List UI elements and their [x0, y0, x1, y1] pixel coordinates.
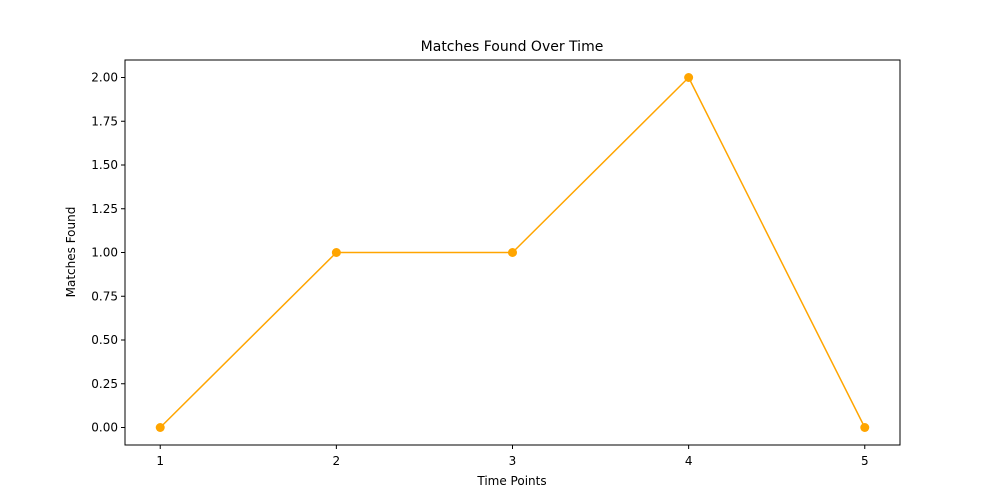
x-tick-label: 1	[156, 454, 164, 468]
x-axis-label: Time Points	[476, 474, 546, 488]
x-tick-label: 3	[509, 454, 517, 468]
data-point	[684, 73, 694, 82]
data-point	[508, 248, 517, 257]
y-tick-label: 0.75	[91, 289, 118, 303]
data-point	[860, 423, 870, 432]
y-tick-label: 2.00	[91, 71, 118, 85]
y-tick-label: 0.50	[91, 333, 118, 347]
y-axis: 0.00 0.25 0.50 0.75 1.00 1.25 1.50 1.75 2.00	[91, 71, 125, 435]
x-tick-label: 2	[333, 454, 341, 468]
x-tick-label: 4	[685, 454, 693, 468]
y-tick-label: 1.25	[91, 202, 118, 216]
series-layer	[155, 73, 870, 432]
y-tick-label: 0.25	[91, 377, 118, 391]
y-tick-label: 1.75	[91, 114, 118, 128]
y-axis-label: Matches Found	[64, 207, 78, 298]
y-tick-label: 0.00	[91, 421, 118, 435]
y-tick-label: 1.00	[91, 246, 118, 260]
x-tick-label: 5	[861, 454, 869, 468]
x-axis: 1 2 3 4 5	[156, 445, 869, 468]
data-point	[155, 423, 165, 432]
chart-title: Matches Found Over Time	[421, 39, 604, 55]
y-tick-label: 1.50	[91, 158, 118, 172]
data-point	[331, 248, 341, 257]
